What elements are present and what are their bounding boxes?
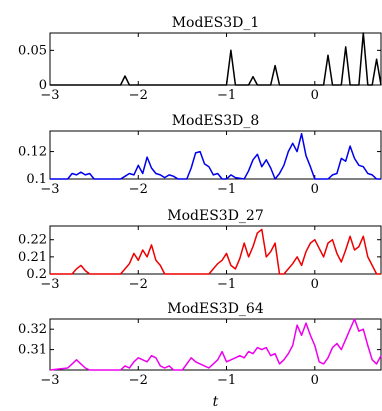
x-tick-label: −1 <box>217 182 236 197</box>
x-tick-label: −1 <box>217 88 236 103</box>
panel-title: ModES3D_8 <box>172 113 260 129</box>
series-line <box>50 228 381 275</box>
panel-3: ModES3D_27 −3 −2 −1 0 0.2 0.21 0.22 <box>18 208 382 292</box>
y-tick-label: 0.22 <box>18 233 47 248</box>
y-tick-label: 0.32 <box>18 322 47 337</box>
panel-title: ModES3D_27 <box>167 208 263 224</box>
y-tick-label: 0.05 <box>18 43 47 58</box>
y-tick-label: 0.1 <box>26 172 47 187</box>
panel-title: ModES3D_1 <box>172 15 260 31</box>
x-tick-label: 0 <box>311 88 319 103</box>
x-tick-label: 0 <box>311 182 319 197</box>
x-tick-label: 0 <box>311 277 319 292</box>
series-line <box>49 318 382 371</box>
x-tick-label: −3 <box>40 88 59 103</box>
panel-2: ModES3D_8 −3 −2 −1 0 0.1 0.12 <box>18 113 382 197</box>
axes-frame <box>49 130 382 180</box>
series-line <box>50 32 382 86</box>
x-tick-label: −3 <box>40 373 59 388</box>
x-tick-label: −1 <box>217 277 236 292</box>
x-axis-label: t <box>213 394 219 410</box>
panel-4: ModES3D_64 −3 −2 −1 0 0.31 0.32 t <box>18 301 382 410</box>
y-tick-label: 0.12 <box>18 145 47 160</box>
series-line <box>50 132 381 180</box>
x-tick-label: −2 <box>129 88 148 103</box>
y-tick-label: 0.2 <box>26 267 47 282</box>
x-tick-label: −3 <box>40 182 59 197</box>
axes-frame <box>49 318 382 371</box>
y-tick-label: 0.31 <box>18 343 47 358</box>
x-tick-label: −2 <box>129 277 148 292</box>
panel-1: ModES3D_1 −3 −2 −1 0 0 0.05 <box>18 15 382 103</box>
panel-title: ModES3D_64 <box>167 301 264 317</box>
axes-frame <box>49 225 382 275</box>
x-tick-label: −2 <box>129 373 148 388</box>
x-tick-label: −2 <box>129 182 148 197</box>
y-tick-label: 0.21 <box>18 250 47 265</box>
x-tick-label: −3 <box>40 277 59 292</box>
y-tick-label: 0 <box>39 78 47 93</box>
x-tick-label: −1 <box>217 373 236 388</box>
x-tick-label: 0 <box>311 373 319 388</box>
